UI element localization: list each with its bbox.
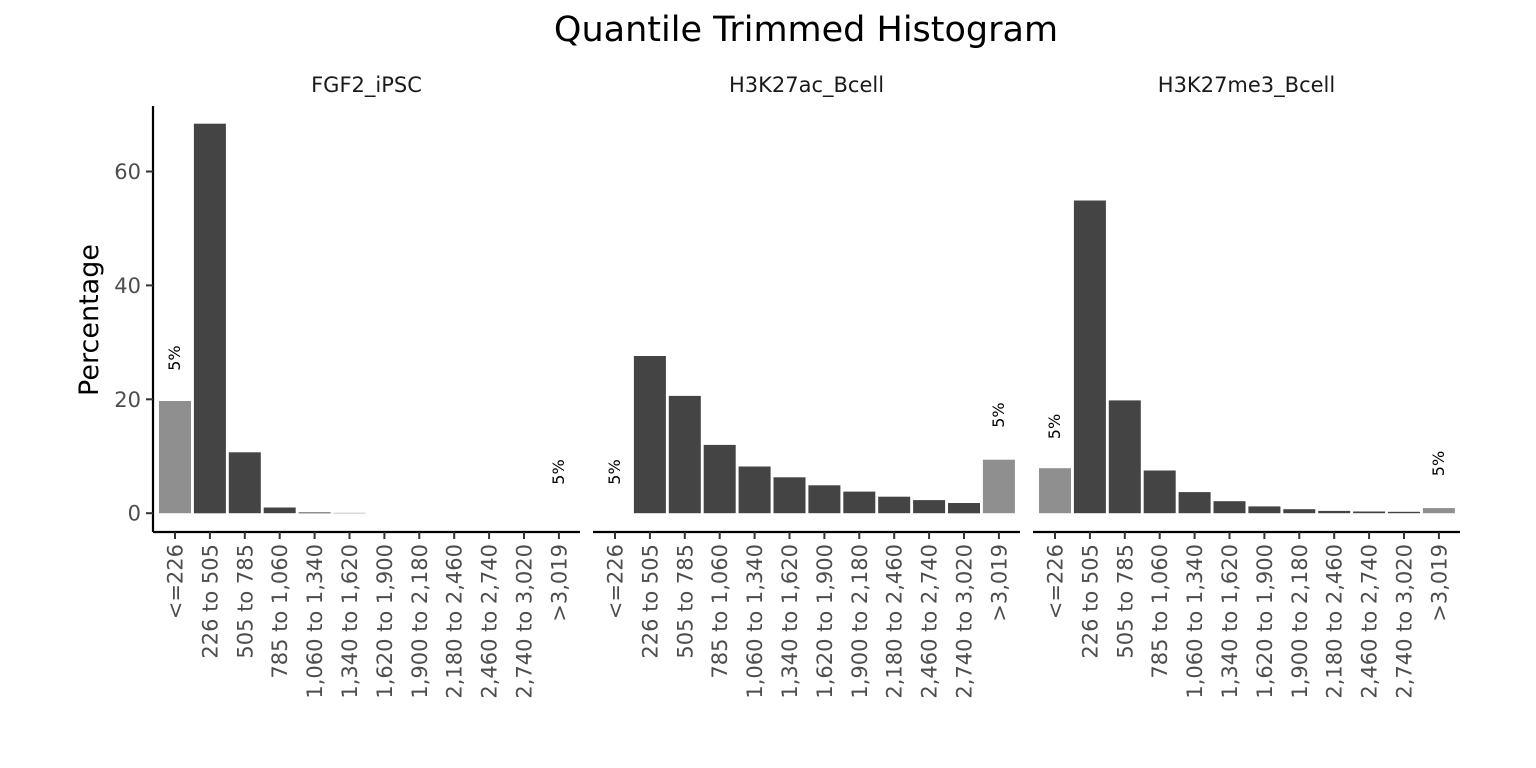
x-tick-label: 1,620 to 1,900 (373, 544, 397, 699)
x-tick-label: <=226 (164, 544, 188, 619)
tail-percent-label: 5% (605, 459, 624, 484)
x-tick-label: 1,900 to 2,180 (408, 544, 432, 699)
x-tick-label: 1,060 to 1,340 (743, 544, 767, 699)
bar-3-7 (1248, 506, 1281, 514)
x-tick-label: <=226 (1044, 544, 1068, 619)
x-tick-label: 1,900 to 2,180 (848, 544, 872, 699)
x-tick-label: 785 to 1,060 (708, 544, 732, 679)
bar-3-12 (1422, 508, 1455, 514)
x-tick-label: 2,740 to 3,020 (513, 544, 537, 699)
x-tick-label: 226 to 505 (198, 544, 222, 659)
bar-3-6 (1213, 501, 1246, 514)
x-tick-label: >3,019 (547, 544, 571, 622)
x-tick-label: 1,620 to 1,900 (813, 544, 837, 699)
x-tick-label: >3,019 (987, 544, 1011, 622)
x-tick-label: 505 to 785 (233, 544, 257, 659)
bar-2-5 (738, 466, 771, 514)
bar-3-8 (1283, 509, 1316, 514)
tail-percent-label: 5% (1045, 414, 1064, 439)
x-tick-label: 1,060 to 1,340 (303, 544, 327, 699)
x-tick-label: 785 to 1,060 (1148, 544, 1172, 679)
bar-1-1 (159, 401, 191, 514)
bar-1-2 (193, 123, 226, 514)
tail-percent-label: 5% (549, 459, 568, 484)
x-tick-label: 2,460 to 2,740 (478, 544, 502, 699)
x-tick-label: 226 to 505 (1078, 544, 1102, 659)
y-tick-label: 60 (114, 160, 141, 184)
x-tick-label: 2,180 to 2,460 (443, 544, 467, 699)
y-tick-label: 20 (114, 388, 141, 412)
x-tick-label: 1,620 to 1,900 (1253, 544, 1277, 699)
tail-percent-label: 5% (1429, 451, 1448, 476)
bar-2-4 (703, 444, 736, 514)
panel-title: FGF2_iPSC (311, 73, 422, 98)
bar-2-7 (808, 485, 841, 514)
bar-3-4 (1143, 470, 1176, 514)
x-tick-label: 2,460 to 2,740 (918, 544, 942, 699)
bar-3-5 (1178, 492, 1211, 514)
x-tick-label: 1,340 to 1,620 (338, 544, 362, 699)
bar-2-11 (948, 503, 980, 514)
bar-2-3 (668, 395, 701, 514)
x-tick-label: 1,900 to 2,180 (1288, 544, 1312, 699)
bar-3-3 (1108, 400, 1141, 514)
bar-3-9 (1318, 510, 1351, 514)
x-tick-label: 1,340 to 1,620 (778, 544, 802, 699)
x-tick-label: 785 to 1,060 (268, 544, 292, 679)
bar-1-5 (298, 512, 331, 514)
x-tick-label: 2,180 to 2,460 (883, 544, 907, 699)
bar-3-10 (1353, 511, 1386, 514)
bar-2-10 (913, 500, 946, 514)
bar-3-2 (1073, 200, 1106, 514)
tail-percent-label: 5% (989, 402, 1008, 427)
x-tick-label: 1,340 to 1,620 (1218, 544, 1242, 699)
x-tick-label: 2,740 to 3,020 (1393, 544, 1417, 699)
y-axis-label: Percentage (74, 244, 105, 396)
chart-title: Quantile Trimmed Histogram (554, 10, 1058, 50)
x-tick-label: 2,460 to 2,740 (1358, 544, 1382, 699)
panel-title: H3K27me3_Bcell (1158, 73, 1335, 98)
bar-3-11 (1388, 511, 1420, 514)
bar-3-1 (1039, 468, 1071, 514)
bar-2-6 (773, 477, 806, 514)
x-tick-label: 1,060 to 1,340 (1183, 544, 1207, 699)
tail-percent-label: 5% (165, 345, 184, 370)
bar-1-4 (263, 507, 296, 514)
bar-2-12 (982, 459, 1015, 514)
panel-title: H3K27ac_Bcell (729, 73, 884, 98)
x-tick-label: 226 to 505 (638, 544, 662, 659)
x-tick-label: 2,740 to 3,020 (953, 544, 977, 699)
x-tick-label: <=226 (604, 544, 628, 619)
plot-area: 0 20 40 60 FGF2_iPSC 5% 5% <=226 226 to 505 505 t… (114, 73, 1460, 699)
bar-2-8 (843, 491, 876, 514)
y-tick-label: 40 (114, 274, 141, 298)
y-tick-label: 0 (128, 502, 141, 526)
x-tick-label: 2,180 to 2,460 (1323, 544, 1347, 699)
x-tick-label: >3,019 (1427, 544, 1451, 622)
bar-2-9 (878, 496, 911, 514)
bar-2-2 (633, 356, 666, 514)
bar-1-3 (228, 452, 261, 514)
x-tick-label: 505 to 785 (673, 544, 697, 659)
x-tick-label: 505 to 785 (1113, 544, 1137, 659)
